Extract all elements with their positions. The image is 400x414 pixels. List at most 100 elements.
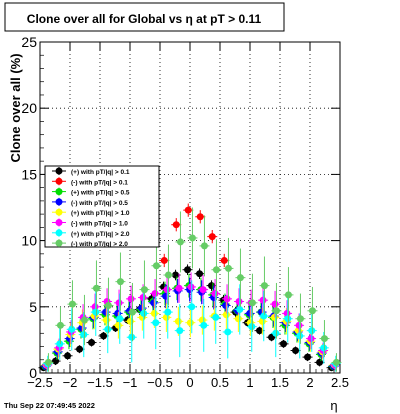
x-tick-label: −0.5 bbox=[147, 375, 173, 390]
data-point bbox=[68, 325, 76, 333]
data-point bbox=[259, 296, 267, 304]
data-point bbox=[260, 312, 268, 320]
y-axis-label: Clone over all (%) bbox=[8, 53, 23, 162]
data-point bbox=[127, 295, 135, 303]
legend-label: (+) with pT/|q| > 1.0 bbox=[71, 210, 130, 217]
data-point bbox=[248, 323, 256, 331]
legend-label: (+) with pT/|q| > 0.1 bbox=[71, 169, 130, 176]
series-1 bbox=[159, 203, 230, 268]
data-point bbox=[320, 344, 328, 352]
legend: (+) with pT/|q| > 0.1 (-) with pT/|q| > 0… bbox=[44, 165, 160, 248]
data-point bbox=[199, 286, 207, 294]
data-point bbox=[92, 308, 100, 316]
data-point bbox=[140, 309, 148, 317]
data-point bbox=[211, 290, 219, 298]
y-tick-label: 15 bbox=[21, 166, 37, 182]
data-point bbox=[236, 305, 244, 313]
data-point bbox=[152, 262, 160, 270]
data-point bbox=[224, 264, 232, 272]
data-point bbox=[88, 339, 96, 347]
data-point bbox=[160, 256, 168, 264]
footer-timestamp: Thu Sep 22 07:49:45 2022 bbox=[4, 401, 95, 410]
data-point bbox=[115, 299, 123, 307]
data-point bbox=[196, 270, 204, 278]
chart-title: Clone over all for Global vs η at pT > 0… bbox=[27, 12, 262, 26]
legend-marker bbox=[55, 167, 63, 175]
series-7 bbox=[43, 207, 342, 372]
data-point bbox=[44, 358, 52, 366]
x-tick-label: 1 bbox=[246, 375, 253, 390]
data-point bbox=[295, 321, 303, 329]
data-point bbox=[152, 319, 160, 327]
data-point bbox=[76, 345, 84, 353]
data-point bbox=[64, 352, 72, 360]
data-point bbox=[174, 317, 182, 325]
axes: −2.5 −2 −1.5 −1 −0.5 0 0.5 1 1.5 2 2.5 0 5 10 15 20 25 bbox=[21, 34, 349, 390]
series-6 bbox=[42, 280, 341, 372]
data-point bbox=[128, 333, 136, 341]
series-layer bbox=[38, 203, 342, 372]
data-point bbox=[308, 307, 316, 315]
data-point bbox=[80, 316, 88, 324]
legend-label: (-) with pT/|q| > 1.0 bbox=[71, 221, 128, 228]
data-point bbox=[116, 315, 124, 323]
x-tick-label: −2 bbox=[63, 375, 78, 390]
data-point bbox=[208, 233, 216, 241]
data-point bbox=[284, 291, 292, 299]
data-point bbox=[56, 340, 64, 348]
data-point bbox=[128, 308, 136, 316]
data-point bbox=[236, 274, 244, 282]
data-point bbox=[100, 332, 108, 340]
data-point bbox=[52, 357, 60, 365]
legend-label: (+) with pT/|q| > 0.5 bbox=[71, 190, 130, 197]
legend-box bbox=[44, 165, 160, 248]
data-point bbox=[307, 335, 315, 343]
data-point bbox=[104, 325, 112, 333]
data-point bbox=[196, 213, 204, 221]
legend-marker bbox=[55, 198, 63, 206]
data-point bbox=[248, 299, 256, 307]
data-point bbox=[220, 256, 228, 264]
legend-marker bbox=[55, 239, 63, 247]
x-tick-label: −1 bbox=[123, 375, 138, 390]
x-tick-label: 0 bbox=[186, 375, 193, 390]
data-point bbox=[280, 340, 288, 348]
y-tick-label: 20 bbox=[21, 100, 37, 116]
data-point bbox=[332, 358, 340, 366]
data-point bbox=[222, 311, 230, 319]
data-point bbox=[320, 335, 328, 343]
data-point bbox=[172, 221, 180, 229]
y-tick-label: 25 bbox=[21, 34, 37, 50]
data-point bbox=[114, 321, 122, 329]
data-point bbox=[92, 284, 100, 292]
data-point bbox=[304, 353, 312, 361]
data-point bbox=[164, 271, 172, 279]
data-point bbox=[184, 206, 192, 214]
legend-label: (+) with pT/|q| > 2.0 bbox=[71, 231, 130, 238]
data-point bbox=[150, 309, 158, 317]
y-tick-label: 5 bbox=[29, 299, 37, 315]
data-point bbox=[163, 286, 171, 294]
data-point bbox=[212, 313, 220, 321]
title-box bbox=[4, 2, 285, 32]
data-point bbox=[272, 329, 280, 337]
data-point bbox=[175, 284, 183, 292]
data-point bbox=[68, 300, 76, 308]
x-tick-label: 2 bbox=[306, 375, 313, 390]
data-point bbox=[256, 327, 264, 335]
legend-marker bbox=[55, 219, 63, 226]
data-point bbox=[224, 328, 232, 336]
x-tick-label: 2.5 bbox=[331, 375, 349, 390]
data-point bbox=[260, 282, 268, 290]
data-point bbox=[212, 266, 220, 274]
legend-marker bbox=[55, 177, 63, 185]
data-point bbox=[188, 234, 196, 242]
data-point bbox=[164, 308, 172, 316]
legend-label: (-) with pT/|q| > 0.1 bbox=[71, 179, 128, 186]
data-point bbox=[284, 315, 292, 323]
legend-marker bbox=[55, 188, 63, 196]
legend-marker bbox=[55, 229, 63, 237]
data-point bbox=[200, 242, 208, 250]
data-point bbox=[223, 295, 231, 303]
